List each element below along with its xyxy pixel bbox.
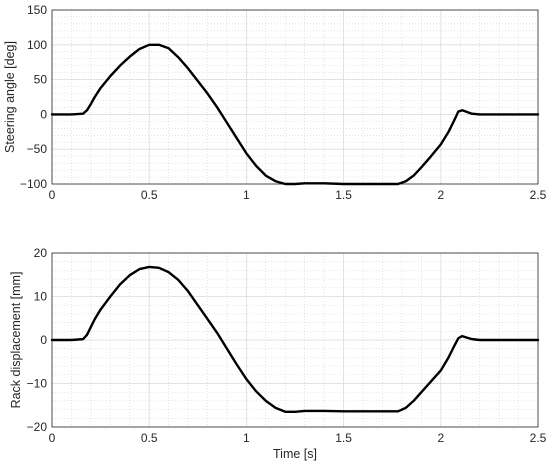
x-tick-label: 2.5 xyxy=(530,431,547,445)
x-tick-label: 2 xyxy=(437,188,444,202)
x-tick-labels: 0 0.5 1 1.5 2 2.5 xyxy=(49,431,547,445)
series-line xyxy=(50,265,540,413)
plot-area xyxy=(52,10,538,184)
x-tick-label: 1 xyxy=(243,431,250,445)
y-tick-label: 150 xyxy=(27,3,47,17)
x-tick-labels: 0 0.5 1 1.5 2 2.5 xyxy=(49,188,547,202)
y-tick-labels: 150 100 50 0 −50 −100 xyxy=(20,3,47,191)
x-tick-label: 2.5 xyxy=(530,188,547,202)
x-axis-label: Time [s] xyxy=(273,447,317,461)
steering-angle-plot: 0 0.5 1 1.5 2 2.5 150 100 50 0 −50 −100 … xyxy=(3,3,547,202)
y-tick-label: 100 xyxy=(27,38,47,52)
x-tick-label: 0.5 xyxy=(141,188,158,202)
x-tick-label: 2 xyxy=(437,431,444,445)
y-tick-label: 10 xyxy=(34,290,48,304)
y-tick-label: 50 xyxy=(34,73,48,87)
y-axis-label: Rack displacement [mm] xyxy=(9,272,23,409)
x-tick-label: 0 xyxy=(49,188,56,202)
x-tick-label: 0.5 xyxy=(141,431,158,445)
series-line xyxy=(50,43,540,186)
y-tick-label: −20 xyxy=(27,420,48,434)
y-tick-label: −100 xyxy=(20,177,47,191)
y-tick-label: 0 xyxy=(40,107,47,121)
y-tick-label: −50 xyxy=(27,142,48,156)
y-tick-labels: 20 10 0 −10 −20 xyxy=(27,246,48,434)
x-tick-label: 0 xyxy=(49,431,56,445)
rack-displacement-plot: 0 0.5 1 1.5 2 2.5 20 10 0 −10 −20 Rack d… xyxy=(9,246,547,461)
y-axis-label: Steering angle [deg] xyxy=(3,41,17,153)
x-tick-label: 1.5 xyxy=(335,431,352,445)
x-tick-label: 1.5 xyxy=(335,188,352,202)
y-tick-label: 20 xyxy=(34,246,48,260)
x-tick-label: 1 xyxy=(243,188,250,202)
y-tick-label: 0 xyxy=(40,333,47,347)
y-tick-label: −10 xyxy=(27,377,48,391)
